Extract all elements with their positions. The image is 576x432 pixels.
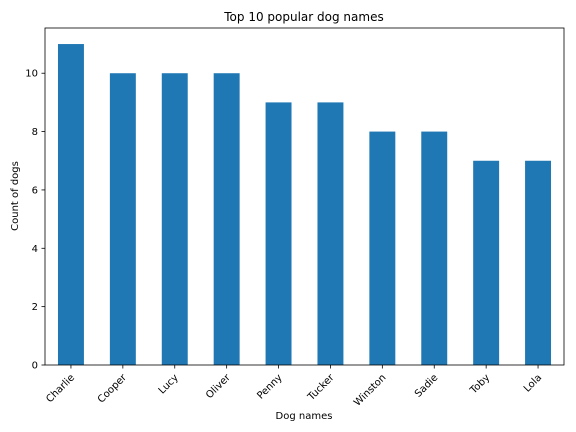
bar-tucker	[317, 102, 344, 366]
x-tick-label: Cooper	[96, 372, 130, 406]
bar-lucy	[161, 73, 188, 365]
y-tick-label: 4	[32, 244, 38, 255]
bar-winston	[369, 131, 396, 365]
x-tick-label: Toby	[468, 372, 493, 397]
x-tick-label: Lola	[522, 372, 544, 394]
bar-toby	[473, 160, 500, 365]
bar-lola	[525, 160, 552, 365]
x-tick-label: Charlie	[44, 372, 77, 405]
bar-cooper	[109, 73, 136, 365]
plot-frame	[44, 27, 565, 366]
x-axis-label: Dog names	[276, 411, 333, 422]
y-tick-label: 6	[32, 185, 38, 196]
x-tick-label: Tucker	[305, 372, 337, 404]
x-tick-label: Lucy	[157, 372, 181, 396]
bar-penny	[265, 102, 292, 366]
y-tick-label: 0	[32, 361, 38, 372]
x-tick-label: Oliver	[204, 372, 233, 401]
y-tick-label: 10	[25, 69, 38, 80]
y-tick-label: 2	[32, 302, 38, 313]
bar-oliver	[213, 73, 240, 365]
bar-charlie	[57, 44, 84, 366]
y-axis-label: Count of dogs	[10, 161, 21, 231]
plot-area: 0 2 4 6 8 10 Charlie Cooper Lucy Oliver Penny Tucke…	[25, 27, 565, 409]
x-tick-label: Penny	[255, 372, 284, 401]
y-tick-label: 8	[32, 127, 38, 138]
x-tick-label: Winston	[352, 372, 388, 408]
bar-sadie	[421, 131, 448, 365]
x-tick-label: Sadie	[413, 372, 440, 399]
chart-title: Top 10 popular dog names	[223, 10, 383, 24]
